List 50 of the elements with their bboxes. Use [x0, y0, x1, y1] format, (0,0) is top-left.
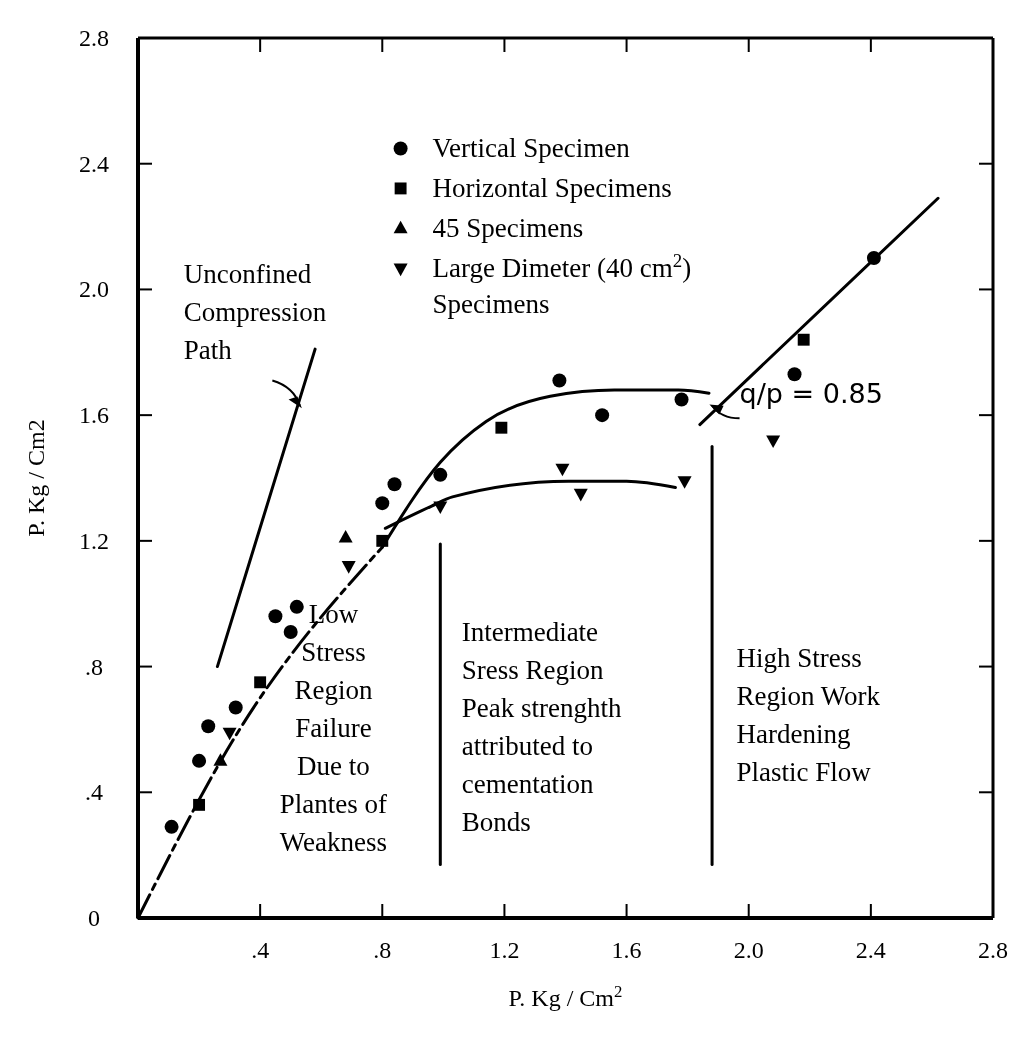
point [228, 700, 243, 715]
point [201, 719, 216, 734]
point [164, 819, 179, 834]
point [787, 367, 802, 382]
legend-label: Vertical Specimen [432, 133, 631, 164]
y-tick-label: 1.2 [79, 527, 109, 554]
point [766, 435, 781, 448]
point [341, 561, 356, 574]
x-tick-label: 2.8 [978, 937, 1008, 963]
point [495, 421, 508, 434]
point [268, 609, 283, 624]
y-tick-label: 2.8 [79, 25, 109, 51]
point [797, 333, 810, 346]
annotation: Intermediate Sress Region Peak strenghth attributed to cementation Bonds [461, 617, 622, 838]
point [595, 408, 610, 423]
point [387, 477, 402, 492]
point [573, 488, 588, 502]
y-tick-label: 2.4 [79, 150, 109, 177]
point [338, 530, 353, 543]
point [192, 753, 207, 768]
y-tick-label: 0 [88, 905, 100, 931]
annotation: High Stress Region Work Hardening Plastic Flow [736, 642, 881, 787]
text: Large Dimeter (40 cm$^{2}$) Specimens [432, 249, 692, 320]
annotation: Low Stress Region Failure Due to Plantes of Weakness [279, 598, 388, 857]
legend-label: Horizontal Specimens [432, 173, 672, 204]
point [677, 476, 692, 489]
point [375, 496, 390, 511]
y-axis-title: P. Kg / Cm2 [23, 419, 49, 537]
point [433, 467, 448, 482]
point [674, 392, 689, 407]
x-tick-label: 2.0 [733, 937, 764, 963]
annotation: Unconfined Compression Path [183, 259, 327, 366]
x-tick-label: .4 [251, 937, 270, 963]
legend-label: 45 Specimens [432, 213, 584, 244]
y-tick-label: .4 [85, 779, 103, 806]
x-tick-label: .8 [373, 937, 392, 963]
point [289, 599, 304, 614]
point [552, 373, 567, 388]
point [555, 463, 570, 477]
y-tick-label: 2.0 [79, 276, 109, 303]
point [283, 625, 298, 639]
y-tick-label: .8 [85, 653, 103, 680]
y-tick-label: 1.6 [79, 402, 109, 429]
x-tick-label: 1.2 [489, 937, 520, 963]
point [254, 676, 267, 689]
annotation: q/p = 0.85 [739, 377, 883, 409]
x-axis-title: P. Kg / Cm$^{2}$ [508, 981, 623, 1011]
point [222, 727, 237, 741]
x-tick-label: 2.4 [855, 937, 886, 963]
x-tick-label: 1.6 [611, 937, 642, 963]
